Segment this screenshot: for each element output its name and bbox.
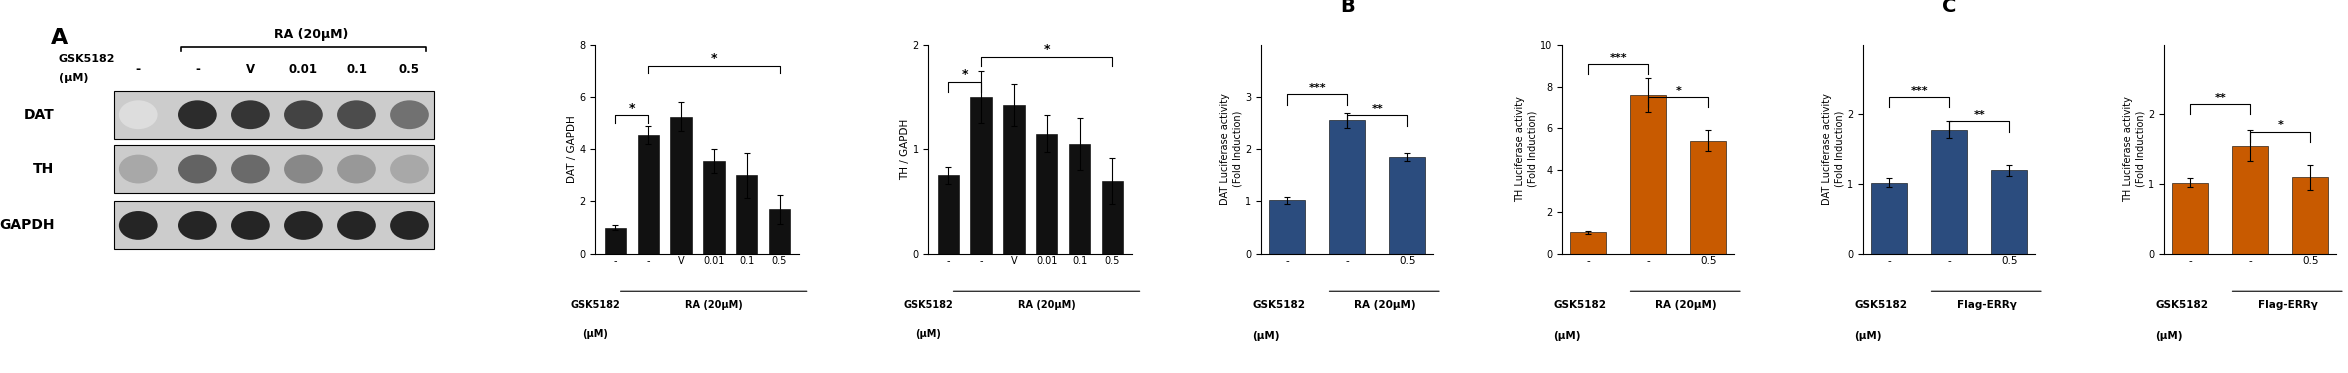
Y-axis label: DAT / GAPDH: DAT / GAPDH xyxy=(566,115,578,183)
Ellipse shape xyxy=(178,155,216,184)
Text: *: * xyxy=(1043,43,1050,56)
Text: GSK5182: GSK5182 xyxy=(904,300,953,310)
Bar xyxy=(1871,183,1907,254)
Bar xyxy=(970,97,991,254)
Ellipse shape xyxy=(338,155,376,184)
Ellipse shape xyxy=(120,100,157,129)
Text: RA (20μM): RA (20μM) xyxy=(1655,300,1716,310)
Text: (μM): (μM) xyxy=(1554,331,1580,341)
Text: (μM): (μM) xyxy=(1251,331,1280,341)
Bar xyxy=(1930,130,1968,254)
Text: GSK5182: GSK5182 xyxy=(2155,300,2209,310)
Bar xyxy=(1329,120,1364,254)
Bar xyxy=(2292,177,2329,254)
Ellipse shape xyxy=(284,100,322,129)
Bar xyxy=(2233,146,2268,254)
Text: *: * xyxy=(960,68,967,81)
Text: -: - xyxy=(136,63,141,76)
Text: **: ** xyxy=(2214,93,2226,103)
Bar xyxy=(672,116,693,254)
Ellipse shape xyxy=(178,211,216,240)
Text: (μM): (μM) xyxy=(916,329,942,339)
Ellipse shape xyxy=(338,100,376,129)
Text: GSK5182: GSK5182 xyxy=(59,54,115,65)
Ellipse shape xyxy=(390,100,430,129)
Bar xyxy=(1268,200,1305,254)
Y-axis label: TH Luciferase activity
(Fold Induction): TH Luciferase activity (Fold Induction) xyxy=(1514,96,1538,202)
Text: TH: TH xyxy=(33,162,54,176)
Text: V: V xyxy=(247,63,256,76)
Text: GSK5182: GSK5182 xyxy=(1554,300,1606,310)
Text: ***: *** xyxy=(1308,83,1327,93)
Bar xyxy=(1035,134,1057,254)
Text: ***: *** xyxy=(1911,85,1928,95)
Ellipse shape xyxy=(284,211,322,240)
Ellipse shape xyxy=(390,211,430,240)
Text: (μM): (μM) xyxy=(582,329,608,339)
Ellipse shape xyxy=(178,100,216,129)
Text: Flag-ERRγ: Flag-ERRγ xyxy=(2259,300,2317,310)
Y-axis label: DAT Luciferase activity
(Fold Induction): DAT Luciferase activity (Fold Induction) xyxy=(1221,93,1242,205)
Y-axis label: DAT Luciferase activity
(Fold Induction): DAT Luciferase activity (Fold Induction) xyxy=(1822,93,1846,205)
Bar xyxy=(1991,170,2026,254)
Ellipse shape xyxy=(230,211,270,240)
Bar xyxy=(1630,95,1667,254)
Bar xyxy=(2172,183,2207,254)
Ellipse shape xyxy=(230,155,270,184)
Text: RA (20μM): RA (20μM) xyxy=(275,28,350,41)
Text: A: A xyxy=(52,28,68,48)
Text: **: ** xyxy=(1972,110,1984,120)
FancyBboxPatch shape xyxy=(113,201,434,250)
Bar xyxy=(937,175,958,254)
Ellipse shape xyxy=(120,211,157,240)
Bar xyxy=(639,135,660,254)
Text: RA (20μM): RA (20μM) xyxy=(1017,300,1075,310)
Bar xyxy=(768,209,791,254)
Text: Flag-ERRγ: Flag-ERRγ xyxy=(1958,300,2017,310)
Text: DAT: DAT xyxy=(23,108,54,122)
Y-axis label: TH Luciferase activity
(Fold Induction): TH Luciferase activity (Fold Induction) xyxy=(2123,96,2146,202)
Bar xyxy=(1390,157,1425,254)
Ellipse shape xyxy=(230,100,270,129)
Ellipse shape xyxy=(338,211,376,240)
Text: GAPDH: GAPDH xyxy=(0,219,54,232)
Text: *: * xyxy=(711,52,716,65)
Text: 0.01: 0.01 xyxy=(289,63,317,76)
Text: (μM): (μM) xyxy=(2155,331,2184,341)
Ellipse shape xyxy=(390,155,430,184)
Bar xyxy=(1068,144,1089,254)
Text: GSK5182: GSK5182 xyxy=(1251,300,1305,310)
Text: -: - xyxy=(195,63,200,76)
Bar xyxy=(1571,232,1606,254)
FancyBboxPatch shape xyxy=(113,145,434,193)
Bar xyxy=(702,161,726,254)
Text: *: * xyxy=(1676,86,1681,96)
FancyBboxPatch shape xyxy=(113,91,434,139)
Bar xyxy=(606,228,627,254)
Ellipse shape xyxy=(120,155,157,184)
Text: 0.1: 0.1 xyxy=(345,63,366,76)
Text: *: * xyxy=(2278,120,2282,131)
Y-axis label: TH / GAPDH: TH / GAPDH xyxy=(899,119,909,180)
Bar xyxy=(1101,181,1122,254)
Text: (μM): (μM) xyxy=(1855,331,1883,341)
Text: GSK5182: GSK5182 xyxy=(571,300,620,310)
Text: 0.5: 0.5 xyxy=(399,63,420,76)
Bar xyxy=(735,175,758,254)
Text: *: * xyxy=(629,102,634,115)
Text: (μM): (μM) xyxy=(59,73,89,83)
Text: ***: *** xyxy=(1608,53,1627,63)
Ellipse shape xyxy=(284,155,322,184)
Text: **: ** xyxy=(1371,104,1383,114)
Text: RA (20μM): RA (20μM) xyxy=(686,300,742,310)
Text: RA (20μM): RA (20μM) xyxy=(1355,300,1416,310)
Bar xyxy=(1691,141,1726,254)
Bar xyxy=(1003,105,1024,254)
Text: C: C xyxy=(1942,0,1956,16)
Text: B: B xyxy=(1341,0,1355,16)
Text: GSK5182: GSK5182 xyxy=(1855,300,1907,310)
